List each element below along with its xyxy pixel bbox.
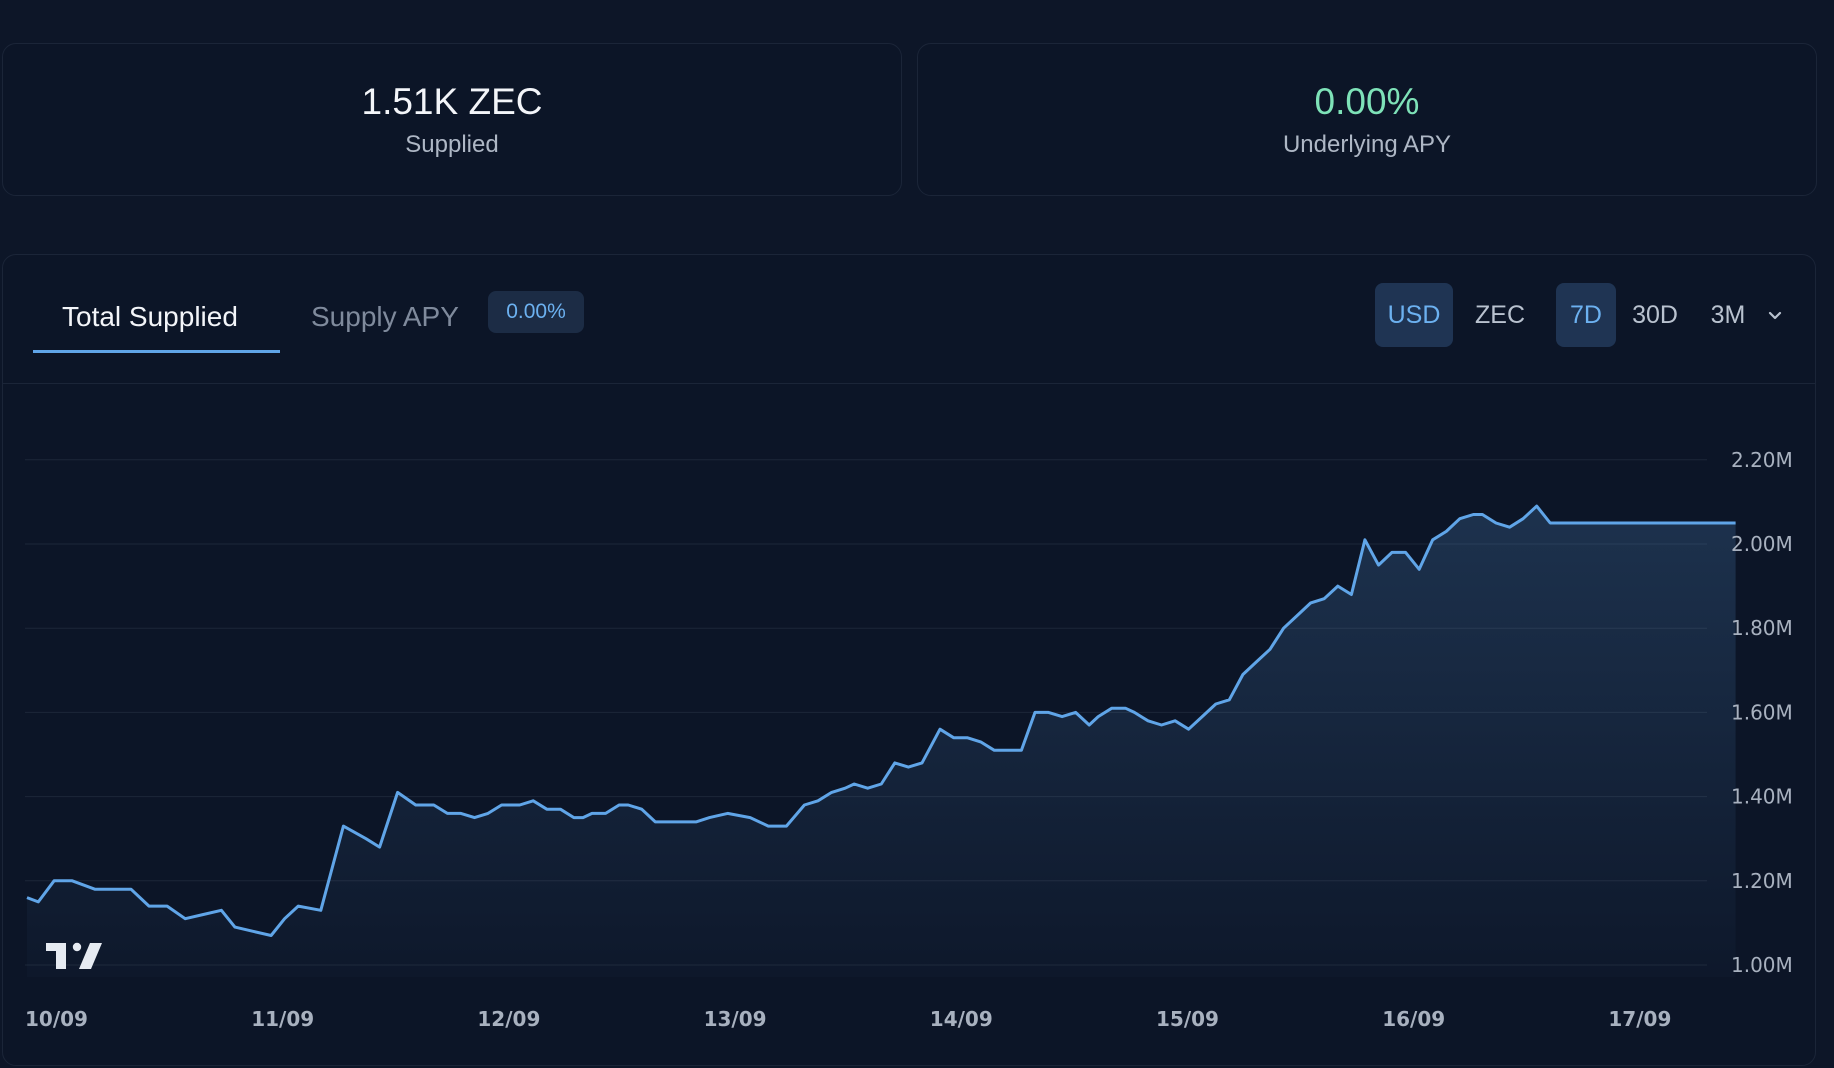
y-tick-label: 1.20M — [1731, 869, 1793, 893]
apy-label: Underlying APY — [1282, 131, 1452, 158]
tradingview-logo-icon[interactable] — [46, 942, 102, 969]
y-tick-label: 1.80M — [1731, 616, 1793, 640]
supplied-card: 1.51K ZEC Supplied — [2, 43, 902, 196]
chevron-down-icon — [1768, 312, 1782, 320]
active-tab-underline — [33, 350, 280, 353]
y-tick-label: 1.60M — [1731, 700, 1793, 724]
x-tick-label: 17/09 — [1608, 1007, 1671, 1031]
range-30d-button[interactable]: 30D — [1632, 301, 1678, 329]
apy-card: 0.00% Underlying APY — [917, 43, 1817, 196]
y-tick-label: 2.20M — [1731, 448, 1793, 472]
currency-zec-button[interactable]: ZEC — [1475, 301, 1525, 329]
chart-tabs: Total Supplied Supply APY 0.00% USD ZEC … — [3, 255, 1815, 384]
y-tick-label: 1.00M — [1731, 953, 1793, 977]
supplied-label: Supplied — [405, 131, 499, 158]
series-line — [26, 504, 1736, 937]
apy-badge: 0.00% — [488, 291, 584, 333]
tab-total-supplied[interactable]: Total Supplied — [62, 301, 238, 332]
supply-chart[interactable]: 1.00M 1.20M 1.40M 1.60M 1.80M 2.00M 2.20M 10/0… — [3, 255, 1817, 1067]
x-axis-labels: 10/09 11/09 12/09 13/09 14/09 15/09 16/09 17/09 — [25, 1007, 1671, 1031]
y-axis-labels: 1.00M 1.20M 1.40M 1.60M 1.80M 2.00M 2.20M — [1731, 448, 1793, 977]
supplied-value: 1.51K ZEC — [361, 81, 543, 122]
currency-usd-button[interactable]: USD — [1375, 283, 1453, 347]
x-tick-label: 14/09 — [930, 1007, 993, 1031]
y-tick-label: 2.00M — [1731, 532, 1793, 556]
x-tick-label: 16/09 — [1382, 1007, 1445, 1031]
range-dropdown-button[interactable] — [1759, 283, 1791, 347]
y-tick-label: 1.40M — [1731, 785, 1793, 809]
tab-supply-apy[interactable]: Supply APY — [311, 301, 459, 332]
x-tick-label: 12/09 — [477, 1007, 540, 1031]
x-tick-label: 10/09 — [25, 1007, 88, 1031]
chart-card: Total Supplied Supply APY 0.00% USD ZEC … — [2, 254, 1816, 1066]
x-tick-label: 11/09 — [251, 1007, 314, 1031]
apy-value: 0.00% — [1314, 81, 1420, 122]
range-7d-button[interactable]: 7D — [1556, 283, 1616, 347]
x-tick-label: 13/09 — [704, 1007, 767, 1031]
series-area — [27, 506, 1736, 977]
x-tick-label: 15/09 — [1156, 1007, 1219, 1031]
range-3m-button[interactable]: 3M — [1710, 301, 1746, 329]
